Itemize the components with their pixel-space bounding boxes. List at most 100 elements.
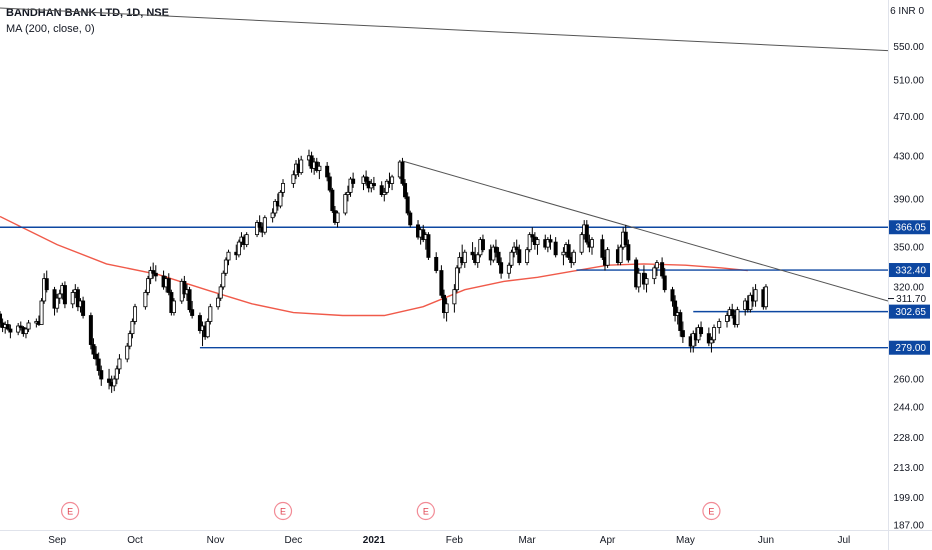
indicator-legend: MA (200, close, 0) — [6, 23, 95, 35]
candle — [26, 319, 31, 333]
candle — [680, 321, 685, 343]
candle — [725, 312, 730, 328]
x-tick-label: Jun — [758, 535, 774, 546]
candle-body — [221, 272, 226, 288]
candle — [281, 179, 286, 197]
candle — [270, 208, 275, 223]
candle — [39, 298, 44, 325]
candle-body — [208, 306, 213, 322]
candle — [579, 232, 584, 255]
candle-body — [670, 289, 675, 302]
candle — [351, 172, 356, 188]
candle-body — [0, 313, 3, 324]
candle — [548, 234, 553, 250]
candle — [325, 162, 330, 182]
y-tick-label: 430.00 — [893, 151, 924, 162]
candle-body — [223, 259, 228, 274]
candle-body — [499, 262, 504, 274]
candle — [748, 292, 753, 313]
candle-body — [364, 176, 369, 182]
candle-body — [91, 344, 96, 355]
candle-body — [117, 358, 122, 370]
candle-body — [151, 270, 156, 274]
candle-body — [8, 328, 13, 333]
candle — [8, 324, 13, 339]
candle-body — [148, 270, 153, 280]
candle — [470, 242, 475, 260]
candle-body — [652, 267, 657, 280]
trendline-0 — [0, 7, 889, 52]
candle — [706, 327, 711, 347]
price-badge — [889, 263, 930, 278]
candle-body — [114, 368, 119, 380]
candle — [553, 237, 558, 258]
candle-body — [5, 324, 10, 330]
candle-body — [216, 297, 221, 308]
candle-body — [403, 183, 408, 198]
candle — [371, 176, 376, 191]
candle — [462, 249, 467, 268]
candle-body — [493, 246, 498, 253]
candle-body — [584, 224, 589, 243]
earnings-marker-label: E — [708, 507, 714, 517]
candle — [291, 170, 296, 188]
candle — [600, 234, 605, 260]
candle-body — [405, 196, 410, 214]
candle — [605, 247, 610, 268]
candle — [125, 342, 130, 363]
candle — [452, 284, 457, 313]
candle — [221, 270, 226, 290]
candle — [226, 249, 231, 266]
y-tick-label: 244.00 — [893, 403, 924, 414]
candle-body — [153, 272, 158, 277]
time-axis: Sep Oct Nov Dec 2021 Feb Mar Apr May Jun Jul — [0, 530, 932, 546]
candle — [81, 296, 86, 319]
candle-body — [717, 321, 722, 328]
candle-body — [325, 165, 330, 178]
candle-body — [660, 262, 665, 277]
candle — [257, 215, 262, 233]
candle-body — [343, 194, 348, 214]
candle — [493, 239, 498, 258]
candle — [236, 239, 241, 258]
candle-body — [278, 191, 283, 207]
y-tick-label: 320.00 — [893, 282, 924, 293]
candle — [208, 303, 213, 325]
candle — [145, 275, 150, 296]
candle-body — [75, 289, 80, 308]
candle — [343, 192, 348, 216]
y-tick-label: 260.00 — [893, 375, 924, 386]
candle-body — [88, 315, 93, 345]
candle — [525, 247, 530, 266]
x-tick-label: Jul — [837, 535, 850, 546]
currency-code: INR — [898, 6, 916, 17]
candle — [382, 187, 387, 202]
candle — [182, 275, 187, 299]
trendlines-layer — [0, 7, 889, 302]
candle-body — [600, 239, 605, 258]
x-tick-label: Nov — [207, 535, 225, 546]
candle — [454, 265, 459, 293]
candle — [18, 321, 23, 331]
candle-body — [590, 239, 595, 248]
candle — [330, 187, 335, 213]
candle-body — [390, 176, 395, 184]
candle-body — [400, 161, 405, 184]
x-tick-label: Mar — [518, 535, 536, 546]
candle — [107, 368, 112, 390]
candle — [197, 312, 202, 334]
ma-200-line — [0, 215, 748, 317]
ma-layer — [0, 215, 748, 317]
candle-body — [626, 244, 631, 261]
candle — [390, 174, 395, 191]
candle-body — [452, 289, 457, 305]
candle-body — [371, 183, 376, 187]
candle — [5, 319, 10, 331]
candle-body — [107, 378, 112, 383]
candle — [171, 298, 176, 316]
candle-body — [348, 178, 353, 193]
candle-body — [62, 285, 67, 305]
price-badge-label: 366.05 — [895, 223, 926, 234]
candle — [62, 281, 67, 309]
